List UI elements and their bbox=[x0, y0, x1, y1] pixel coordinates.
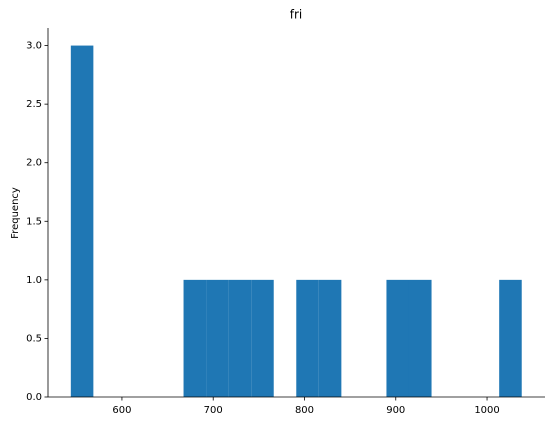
bar bbox=[408, 279, 432, 397]
bar bbox=[318, 279, 342, 397]
x-tick-label: 600 bbox=[112, 405, 131, 416]
bar bbox=[228, 279, 252, 397]
y-axis-label: Frequency bbox=[10, 187, 21, 239]
bar bbox=[206, 279, 229, 397]
bar bbox=[386, 279, 409, 397]
bar bbox=[499, 279, 522, 397]
chart-title: fri bbox=[290, 8, 303, 22]
bar bbox=[296, 279, 319, 397]
bar bbox=[251, 279, 274, 397]
y-tick-label: 2.0 bbox=[26, 158, 42, 169]
bar bbox=[183, 279, 207, 397]
y-tick-label: 2.5 bbox=[26, 99, 42, 110]
y-tick-label: 0.0 bbox=[26, 392, 42, 403]
y-tick-label: 1.0 bbox=[26, 275, 42, 286]
x-tick-label: 800 bbox=[295, 405, 314, 416]
bar bbox=[70, 45, 94, 397]
x-tick-label: 1000 bbox=[474, 405, 499, 416]
y-tick-label: 1.5 bbox=[26, 216, 42, 227]
x-tick-label: 900 bbox=[386, 405, 405, 416]
y-tick-label: 3.0 bbox=[26, 41, 42, 52]
y-tick-label: 0.5 bbox=[26, 333, 42, 344]
x-tick-label: 700 bbox=[204, 405, 223, 416]
